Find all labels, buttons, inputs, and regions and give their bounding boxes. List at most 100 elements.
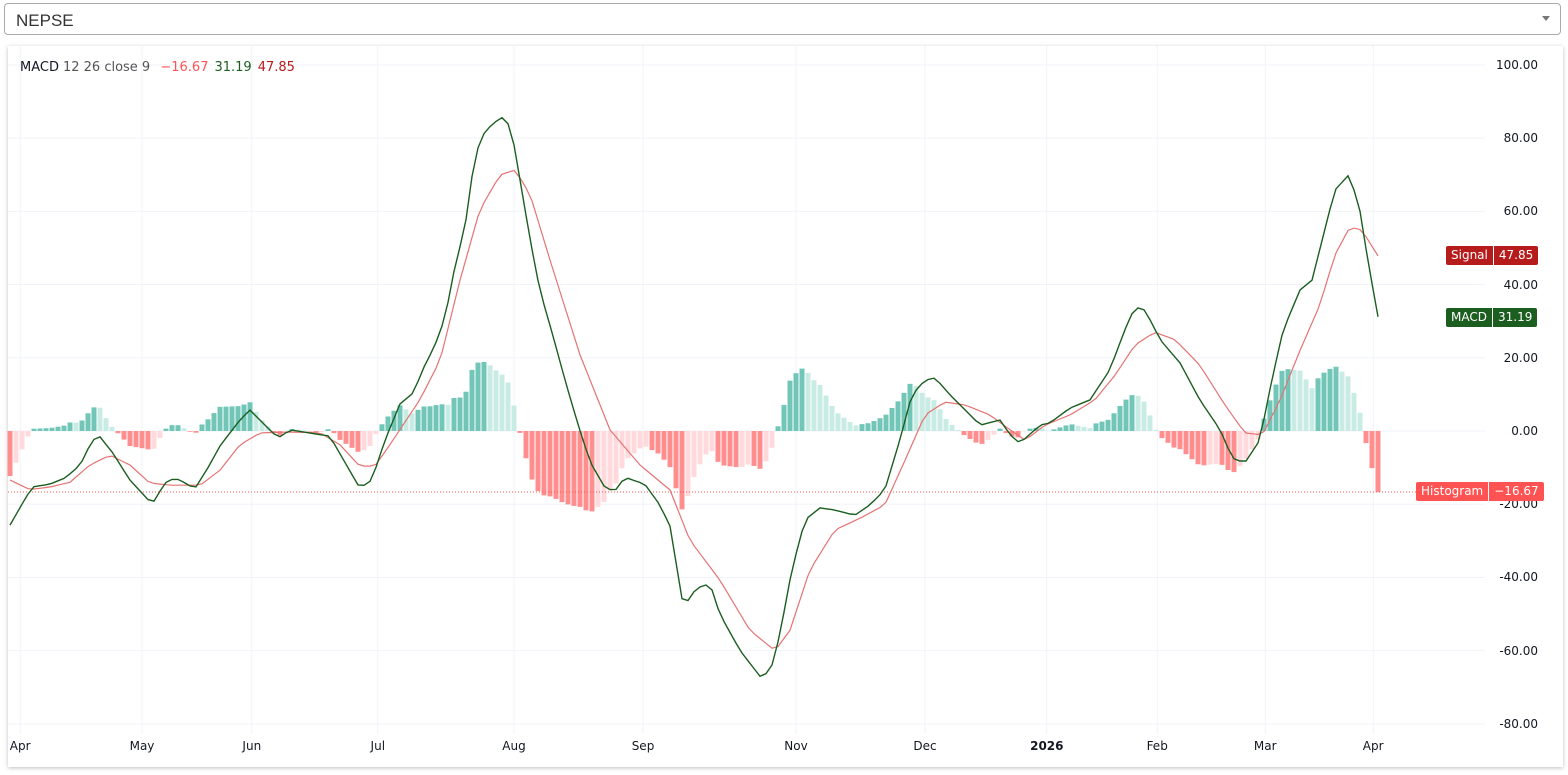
histogram-bar (427, 406, 433, 431)
histogram-bar (187, 431, 193, 432)
histogram-bar (1309, 388, 1315, 431)
histogram-bar (391, 410, 397, 431)
histogram-bar (985, 431, 991, 440)
y-tick-label: 60.00 (1503, 204, 1538, 219)
histogram-bar (409, 413, 415, 431)
histogram-bar (1003, 431, 1009, 434)
histogram-bar (1123, 399, 1129, 431)
histogram-bar (793, 373, 799, 431)
histogram-bar (571, 431, 577, 506)
histogram-bar (1165, 431, 1171, 443)
histogram-bar (925, 397, 931, 431)
histogram-bar (475, 362, 481, 431)
histogram-bar (1375, 431, 1381, 493)
histogram-bar (625, 431, 631, 459)
histogram-bar (871, 421, 877, 431)
histogram-bar (631, 431, 637, 454)
histogram-bar (1039, 428, 1045, 431)
histogram-bar (727, 431, 733, 467)
histogram-bar (343, 431, 349, 444)
histogram-bar (487, 365, 493, 431)
histogram-bar (535, 431, 541, 492)
histogram-bar (661, 431, 667, 460)
histogram-bar (175, 425, 181, 431)
x-tick-label: May (129, 739, 155, 753)
histogram-bar (1009, 431, 1015, 437)
histogram-bar (313, 431, 319, 433)
histogram-bar (607, 431, 613, 491)
histogram-bar (1189, 431, 1195, 460)
histogram-bar (643, 431, 649, 447)
histogram-bar (151, 431, 157, 449)
histogram-bar (223, 406, 229, 431)
histogram-bar (811, 380, 817, 431)
histogram-bar (1237, 431, 1243, 466)
histogram-bar (457, 397, 463, 431)
histogram-bar (61, 425, 67, 431)
histogram-bar (337, 431, 343, 440)
histogram-bar (505, 382, 511, 431)
x-tick-label: Mar (1253, 739, 1277, 753)
histogram-bar (619, 431, 625, 469)
x-tick-label: Jun (242, 739, 262, 753)
signal-tag: Signal 47.85 (1446, 246, 1539, 265)
histogram-bar (1045, 430, 1051, 431)
histogram-bar (1303, 379, 1309, 431)
histogram-bar (301, 430, 307, 432)
histogram-bar (859, 424, 865, 431)
indicator-legend: MACD 12 26 close 9 −16.67 31.19 47.85 (20, 60, 301, 75)
histogram-bar (829, 405, 835, 431)
histogram-bar (1249, 431, 1255, 450)
histogram-bar (229, 406, 235, 431)
histogram-bar (493, 370, 499, 431)
histogram-bar (19, 431, 25, 450)
histogram-bar (445, 404, 451, 431)
histogram-bar (121, 431, 127, 440)
symbol-select[interactable]: NEPSE (4, 3, 1561, 35)
histogram-bar (991, 431, 997, 435)
histogram-bar (1267, 400, 1273, 431)
x-tick-label: 2026 (1030, 739, 1064, 753)
histogram-bar (1075, 425, 1081, 431)
histogram-bar (1153, 429, 1159, 431)
histogram-bar (139, 431, 145, 449)
histogram-bar (1057, 427, 1063, 431)
histogram-bar (133, 431, 139, 448)
histogram-bar (163, 428, 169, 431)
histogram-bar (1219, 431, 1225, 465)
histogram-bar (373, 431, 379, 434)
histogram-bar (559, 431, 565, 503)
histogram-bar (1099, 421, 1105, 431)
histogram-bar (895, 401, 901, 431)
y-tick-label: -80.00 (1499, 716, 1538, 731)
histogram-bar (865, 423, 871, 431)
histogram-bar (1105, 419, 1111, 431)
histogram-bar (73, 422, 79, 431)
legend-macd-value: 31.19 (214, 60, 252, 75)
histogram-bar (919, 392, 925, 431)
histogram-bar (355, 431, 361, 452)
y-tick-label: -60.00 (1499, 643, 1538, 658)
histogram-bar (481, 362, 487, 431)
histogram-bar (781, 404, 787, 431)
histogram-bar (1081, 426, 1087, 431)
histogram-bar (103, 418, 109, 431)
histogram-bar (37, 428, 43, 431)
histogram-bar (463, 391, 469, 431)
histogram-bar (181, 428, 187, 431)
histogram-bar (211, 413, 217, 431)
histogram-bar (79, 420, 85, 431)
histogram-bar (1225, 431, 1231, 471)
histogram-bar (127, 431, 133, 447)
y-tick-label: 0.00 (1511, 424, 1538, 438)
histogram-bar (901, 392, 907, 431)
histogram-bar (805, 372, 811, 431)
macd-tag-value: 31.19 (1491, 308, 1537, 327)
histogram-bar (1087, 428, 1093, 431)
histogram-bar (541, 431, 547, 496)
signal-tag-value: 47.85 (1492, 246, 1538, 265)
histogram-bar (937, 409, 943, 431)
histogram-bar (1279, 370, 1285, 431)
histogram-bar (157, 431, 163, 438)
